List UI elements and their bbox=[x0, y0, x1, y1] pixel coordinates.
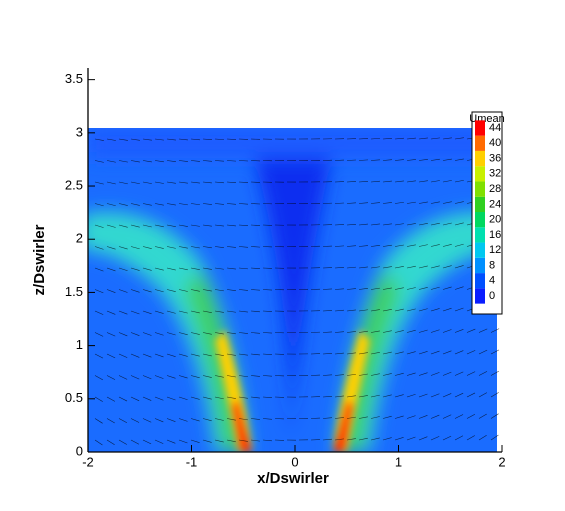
y-tick-label: 0.5 bbox=[65, 390, 83, 405]
colorbar-label: 40 bbox=[489, 137, 501, 149]
x-axis-title: x/Dswirler bbox=[257, 470, 329, 487]
colorbar-label: 32 bbox=[489, 168, 501, 180]
colorbar-swatch bbox=[475, 258, 485, 273]
x-tick-label: 0 bbox=[291, 454, 298, 469]
y-tick-label: 3 bbox=[76, 124, 83, 139]
colorbar-swatch bbox=[475, 181, 485, 196]
colorbar-label: 44 bbox=[489, 122, 501, 134]
colorbar-swatch bbox=[475, 166, 485, 181]
colorbar-label: 8 bbox=[489, 259, 495, 271]
colorbar-label: 28 bbox=[489, 183, 501, 195]
colorbar-label: 0 bbox=[489, 290, 495, 302]
colorbar-label: 20 bbox=[489, 214, 501, 226]
y-tick-label: 1 bbox=[76, 337, 83, 352]
colorbar-swatch bbox=[475, 120, 485, 135]
x-tick-label: 1 bbox=[395, 454, 402, 469]
y-tick-label: 0 bbox=[76, 443, 83, 458]
colorbar-label: 16 bbox=[489, 229, 501, 241]
colorbar-swatch bbox=[475, 151, 485, 166]
y-tick-label: 2 bbox=[76, 231, 83, 246]
colorbar-swatch bbox=[475, 136, 485, 151]
colorbar-label: 36 bbox=[489, 152, 501, 164]
y-tick-label: 2.5 bbox=[65, 177, 83, 192]
x-tick-label: -1 bbox=[186, 454, 198, 469]
y-tick-label: 3.5 bbox=[65, 71, 83, 86]
colorbar-swatch bbox=[475, 197, 485, 212]
colorbar-swatch bbox=[475, 288, 485, 303]
colorbar-swatch bbox=[475, 273, 485, 288]
y-axis-title: z/Dswirler bbox=[31, 224, 48, 295]
colorbar-swatch bbox=[475, 227, 485, 242]
colorbar-label: 24 bbox=[489, 198, 501, 210]
colorbar-swatch bbox=[475, 212, 485, 227]
colorbar-swatch bbox=[475, 243, 485, 258]
y-tick-label: 1.5 bbox=[65, 284, 83, 299]
colorbar-label: 4 bbox=[489, 275, 495, 287]
colorbar-label: 12 bbox=[489, 244, 501, 256]
x-tick-label: 2 bbox=[498, 454, 505, 469]
x-tick-label: -2 bbox=[82, 454, 94, 469]
